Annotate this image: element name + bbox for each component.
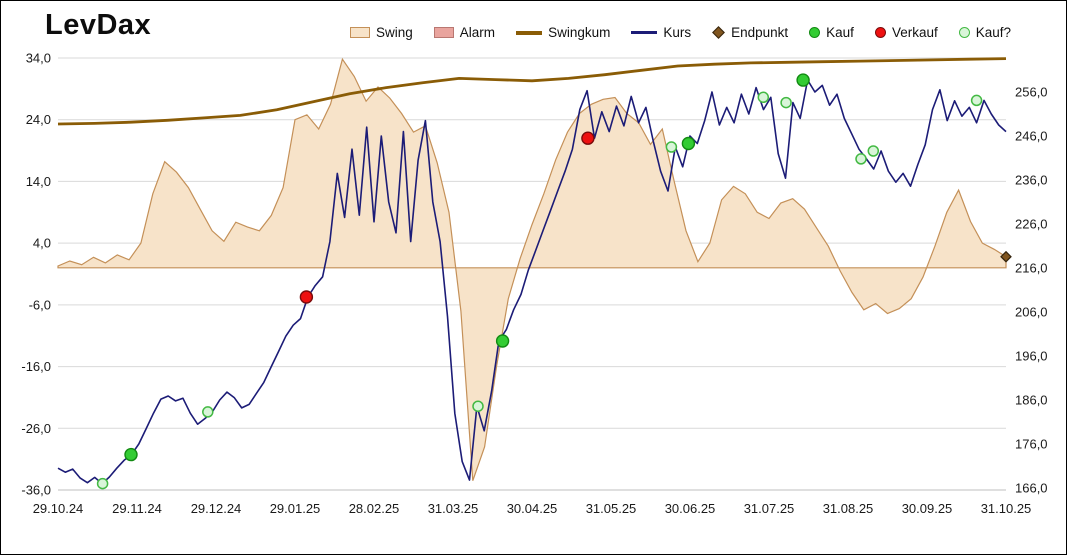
left-axis-tick: 14,0 xyxy=(26,174,51,189)
x-axis-tick: 29.11.24 xyxy=(112,501,162,516)
right-axis-tick: 236,0 xyxy=(1015,173,1048,188)
kauf-frage-marker xyxy=(757,91,770,104)
x-axis-tick: 31.05.25 xyxy=(586,501,637,516)
right-axis-tick: 166,0 xyxy=(1015,481,1048,496)
kauf-marker xyxy=(124,447,138,462)
kauf-frage-marker xyxy=(970,94,983,107)
left-axis-tick: -6,0 xyxy=(29,297,51,312)
endpunkt-marker xyxy=(1000,250,1012,263)
legend-label: Kauf xyxy=(826,25,854,40)
legend-label: Verkauf xyxy=(891,25,938,40)
legend-item-kauf-frage: Kauf? xyxy=(958,25,1011,40)
legend-label: Kurs xyxy=(663,25,692,40)
legend-item-kurs: Kurs xyxy=(631,25,691,40)
x-axis-tick: 30.09.25 xyxy=(902,501,953,516)
kurs-line-swatch-icon xyxy=(631,31,658,34)
kauf-frage-marker xyxy=(202,406,214,418)
legend-item-alarm: Alarm xyxy=(433,25,496,40)
kauf-marker xyxy=(495,334,510,348)
x-axis-tick: 29.12.24 xyxy=(191,501,242,516)
swingkum-line-swatch-icon xyxy=(516,30,543,35)
chart-title: LevDax xyxy=(45,9,152,41)
right-axis-tick: 176,0 xyxy=(1015,437,1048,452)
left-axis-tick: 24,0 xyxy=(26,112,51,127)
kauf-frage-marker xyxy=(855,153,867,165)
left-axis-tick: -36,0 xyxy=(21,483,51,498)
kauf-frage-marker xyxy=(780,96,792,109)
kauf-frage-marker xyxy=(665,141,678,153)
x-axis-tick: 29.10.24 xyxy=(33,501,84,516)
kauf-frage-marker xyxy=(867,145,880,157)
legend-label: Kauf? xyxy=(975,25,1011,40)
right-axis-tick: 206,0 xyxy=(1015,305,1048,320)
left-axis-tick: 4,0 xyxy=(33,236,51,251)
legend-label: Swingkum xyxy=(548,25,611,40)
legend-item-swing: Swing xyxy=(350,25,413,40)
x-axis-tick: 31.07.25 xyxy=(744,501,795,516)
swingkum-line xyxy=(57,57,1007,126)
verkauf-dot-icon xyxy=(874,27,886,38)
swing-area-swatch-icon xyxy=(350,27,371,38)
left-axis-tick: -16,0 xyxy=(21,359,51,374)
right-axis-tick: 246,0 xyxy=(1015,129,1048,144)
x-axis-tick: 28.02.25 xyxy=(349,501,400,516)
x-axis-tick: 31.03.25 xyxy=(428,501,479,516)
chart-legend: Swing Alarm Swingkum Kurs Endpunkt Kauf … xyxy=(350,25,1011,40)
legend-label: Swing xyxy=(376,25,413,40)
left-axis-tick: 34,0 xyxy=(26,51,51,66)
right-axis-tick: 256,0 xyxy=(1015,85,1048,100)
kauf-marker xyxy=(796,73,810,87)
kauf-dot-icon xyxy=(809,27,821,38)
right-axis-tick: 196,0 xyxy=(1015,349,1048,364)
x-axis-tick: 30.04.25 xyxy=(507,501,558,516)
legend-item-swingkum: Swingkum xyxy=(516,25,610,40)
legend-item-endpunkt: Endpunkt xyxy=(712,25,788,40)
legend-label: Alarm xyxy=(459,25,496,40)
left-axis-tick: -26,0 xyxy=(21,421,51,436)
alarm-area-swatch-icon xyxy=(433,27,454,38)
x-axis-tick: 31.10.25 xyxy=(981,501,1032,516)
right-axis-tick: 226,0 xyxy=(1015,217,1048,232)
verkauf-marker xyxy=(581,131,595,145)
legend-label: Endpunkt xyxy=(731,25,789,40)
legend-item-kauf: Kauf xyxy=(809,25,854,40)
x-axis-tick: 31.08.25 xyxy=(823,501,874,516)
kauf-frage-marker xyxy=(472,400,484,412)
swing-area xyxy=(57,57,1007,481)
kauf-frage-marker xyxy=(96,477,109,490)
kauf-marker xyxy=(681,136,696,151)
right-axis-tick: 216,0 xyxy=(1015,261,1048,276)
kurs-line xyxy=(57,79,1007,485)
legend-item-verkauf: Verkauf xyxy=(874,25,938,40)
x-axis-tick: 30.06.25 xyxy=(665,501,716,516)
verkauf-marker xyxy=(299,290,314,304)
right-axis-tick: 186,0 xyxy=(1015,393,1048,408)
x-axis-tick: 29.01.25 xyxy=(270,501,321,516)
kauf-frage-dot-icon xyxy=(958,27,970,38)
